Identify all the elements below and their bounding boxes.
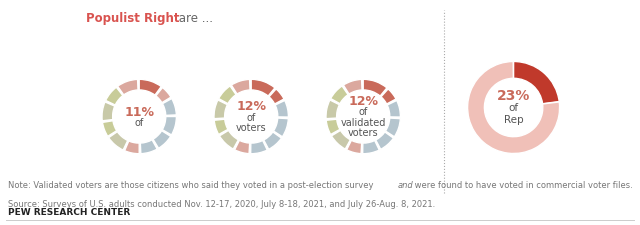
Wedge shape: [140, 80, 161, 96]
Text: voters: voters: [236, 123, 266, 133]
Wedge shape: [118, 80, 138, 95]
Wedge shape: [163, 117, 177, 135]
Wedge shape: [153, 131, 171, 148]
Text: of: of: [246, 112, 256, 122]
Wedge shape: [214, 101, 227, 119]
Wedge shape: [109, 132, 128, 150]
Text: 23%: 23%: [497, 89, 531, 103]
Wedge shape: [385, 119, 401, 137]
Wedge shape: [220, 131, 238, 149]
Wedge shape: [387, 101, 401, 117]
Text: of: of: [134, 117, 144, 127]
Text: are ...: are ...: [175, 12, 212, 25]
Wedge shape: [376, 132, 394, 150]
Wedge shape: [269, 90, 284, 105]
Text: voters: voters: [348, 128, 378, 138]
Wedge shape: [381, 90, 396, 105]
Wedge shape: [219, 87, 236, 104]
Wedge shape: [326, 101, 339, 119]
Text: Source: Surveys of U.S. adults conducted Nov. 12-17, 2020, July 8-18, 2021, and : Source: Surveys of U.S. adults conducted…: [8, 199, 436, 208]
Wedge shape: [326, 120, 340, 135]
Text: of: of: [358, 107, 368, 117]
Wedge shape: [214, 120, 228, 135]
Wedge shape: [251, 141, 268, 154]
Text: validated: validated: [340, 117, 386, 127]
Text: Rep: Rep: [504, 115, 524, 125]
Wedge shape: [363, 141, 380, 154]
Text: 12%: 12%: [236, 100, 266, 113]
Wedge shape: [332, 131, 350, 149]
Wedge shape: [275, 101, 289, 117]
Text: and: and: [397, 180, 413, 189]
Text: 12%: 12%: [348, 95, 378, 108]
Text: Populist Right: Populist Right: [86, 12, 180, 25]
Text: of: of: [509, 103, 518, 113]
Wedge shape: [251, 80, 275, 97]
Wedge shape: [235, 141, 250, 154]
Wedge shape: [344, 80, 362, 95]
Text: were found to have voted in commercial voter files.: were found to have voted in commercial v…: [412, 180, 632, 189]
Text: 11%: 11%: [124, 105, 154, 118]
Wedge shape: [140, 140, 157, 154]
Wedge shape: [106, 88, 123, 106]
Wedge shape: [156, 88, 171, 103]
Wedge shape: [331, 87, 348, 104]
Wedge shape: [347, 141, 362, 154]
Wedge shape: [468, 62, 559, 154]
Wedge shape: [102, 121, 116, 137]
Wedge shape: [513, 62, 559, 104]
Wedge shape: [102, 102, 115, 121]
Wedge shape: [125, 141, 140, 154]
Wedge shape: [264, 132, 282, 150]
Text: Note: Validated voters are those citizens who said they voted in a post-election: Note: Validated voters are those citizen…: [8, 180, 376, 189]
Wedge shape: [364, 80, 387, 97]
Wedge shape: [232, 80, 250, 95]
Wedge shape: [163, 99, 177, 116]
Wedge shape: [273, 119, 289, 137]
Text: PEW RESEARCH CENTER: PEW RESEARCH CENTER: [8, 207, 131, 216]
